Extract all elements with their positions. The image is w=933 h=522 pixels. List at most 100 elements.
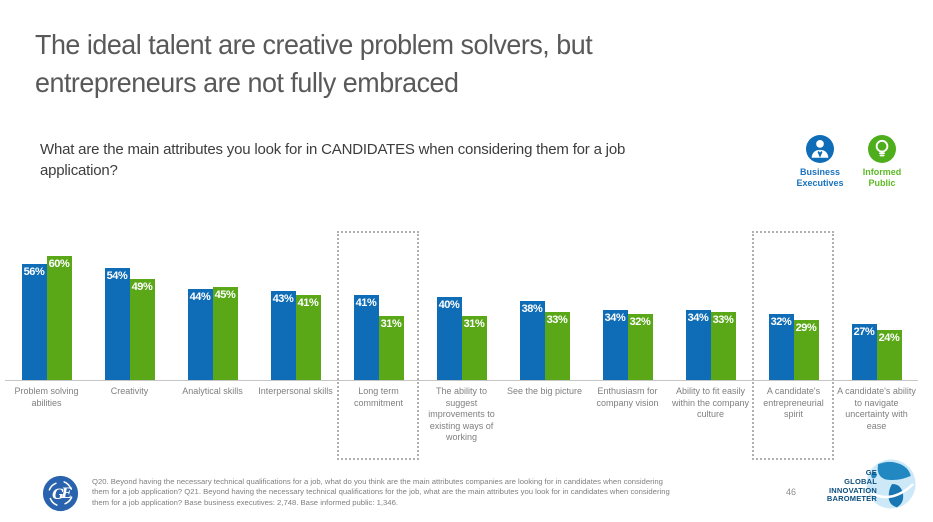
bar-pair: 32% 29% [752,224,835,380]
bar-value-label: 45% [214,288,236,301]
bar-value-label: 34% [687,311,709,324]
bar-value-label: 31% [463,317,485,330]
svg-text:G: G [52,487,64,503]
category-label: Creativity [88,380,171,464]
bar-informed-public: 49% [129,278,155,380]
category-label: Long term commitment [337,380,420,464]
bar-value-label: 38% [521,303,543,316]
chart-group: 38% 33% See the big picture [503,224,586,464]
bar-business-executives: 34% [685,309,711,380]
legend-item-business-executives: Business Executives [793,135,847,189]
bar-value-label: 60% [48,257,70,270]
bar-value-label: 49% [131,280,153,293]
bar-informed-public: 41% [295,295,321,380]
page-title-line2: entrepreneurs are not fully embraced [35,67,459,98]
bar-informed-public: 33% [544,311,570,380]
chart-group: 43% 41% Interpersonal skills [254,224,337,464]
innovation-barometer-text: GE GLOBAL INNOVATION BAROMETER [827,469,877,503]
chart-group: 56% 60% Problem solving abilities [5,224,88,464]
category-label: A candidate's ability to navigate uncert… [835,380,918,464]
legend-label: Business Executives [796,167,844,188]
barometer-line: BAROMETER [826,494,877,504]
category-label: Problem solving abilities [5,380,88,464]
bar-pair: 27% 24% [835,224,918,380]
chart-group: 54% 49% Creativity [88,224,171,464]
chart-group: 44% 45% Analytical skills [171,224,254,464]
bar-informed-public: 33% [710,311,736,380]
bar-value-label: 44% [189,290,211,303]
chart-group: 34% 33% Ability to fit easily within the c… [669,224,752,464]
bar-value-label: 54% [106,270,128,283]
bar-business-executives: 32% [768,313,794,380]
category-label: A candidate's entrepreneurial spirit [752,380,835,464]
page-title: The ideal talent are creative problem so… [35,26,765,102]
survey-question: What are the main attributes you look fo… [40,139,810,181]
bar-informed-public: 45% [212,286,238,380]
page-title-line1: The ideal talent are creative problem so… [35,29,593,60]
bar-value-label: 56% [23,266,45,279]
bar-informed-public: 29% [793,319,819,380]
bar-informed-public: 31% [461,315,487,380]
bar-business-executives: 43% [270,291,296,380]
chart-group: 27% 24% A candidate's ability to navigate … [835,224,918,464]
globe-icon [863,456,919,517]
chart-group: 34% 32% Enthusiasm for company vision [586,224,669,464]
innovation-barometer-logo: GE GLOBAL INNOVATION BAROMETER [827,456,919,517]
survey-question-line2: application? [40,162,118,179]
chart-group: 32% 29% A candidate's entrepreneurial spir… [752,224,835,464]
svg-text:E: E [60,486,72,502]
chart-group: 41% 31% Long term commitment [337,224,420,464]
bar-value-label: 33% [546,313,568,326]
bar-value-label: 31% [380,317,402,330]
category-label: Interpersonal skills [254,380,337,464]
lightbulb-icon [868,135,896,163]
category-label: See the big picture [503,380,586,464]
bar-value-label: 32% [629,315,651,328]
bar-value-label: 34% [604,311,626,324]
category-label: Ability to fit easily within the company… [669,380,752,464]
barometer-line: INNOVATION [829,485,877,495]
business-executive-icon [806,135,834,163]
bar-chart: 56% 60% Problem solving abilities 54% 49% Cre… [5,224,918,464]
bar-pair: 34% 33% [669,224,752,380]
chart-groups: 56% 60% Problem solving abilities 54% 49% Cre… [5,224,918,464]
bar-value-label: 41% [355,297,377,310]
legend-label: Informed Public [862,167,902,188]
bar-business-executives: 56% [21,264,47,380]
bar-pair: 56% 60% [5,224,88,380]
chart-group: 40% 31% The ability to suggest improvement… [420,224,503,464]
category-label: Analytical skills [171,380,254,464]
bar-value-label: 32% [770,315,792,328]
page-number: 46 [786,487,797,497]
barometer-line: GLOBAL [844,476,877,486]
barometer-line: GE [865,468,877,478]
bar-informed-public: 31% [378,315,404,380]
bar-pair: 41% 31% [337,224,420,380]
bar-business-executives: 44% [187,288,213,380]
bar-business-executives: 40% [436,297,462,380]
bar-informed-public: 24% [876,330,902,380]
bar-value-label: 41% [297,297,319,310]
bar-pair: 44% 45% [171,224,254,380]
footnote: Q20. Beyond having the necessary technic… [92,477,670,507]
bar-value-label: 40% [438,299,460,312]
survey-question-line1: What are the main attributes you look fo… [40,141,626,158]
bar-value-label: 24% [878,332,900,345]
bar-pair: 38% 33% [503,224,586,380]
bar-pair: 43% 41% [254,224,337,380]
ge-logo: G E [42,475,79,517]
bar-value-label: 33% [712,313,734,326]
bar-business-executives: 54% [104,268,130,380]
bar-informed-public: 32% [627,313,653,380]
chart-legend: Business Executives Informed Public [793,135,909,189]
bar-value-label: 43% [272,293,294,305]
bar-business-executives: 38% [519,301,545,380]
bar-business-executives: 34% [602,309,628,380]
bar-informed-public: 60% [46,255,72,380]
bar-pair: 40% 31% [420,224,503,380]
category-label: The ability to suggest improvements to e… [420,380,503,464]
bar-business-executives: 27% [851,324,877,380]
bar-value-label: 29% [795,321,817,334]
bar-pair: 34% 32% [586,224,669,380]
